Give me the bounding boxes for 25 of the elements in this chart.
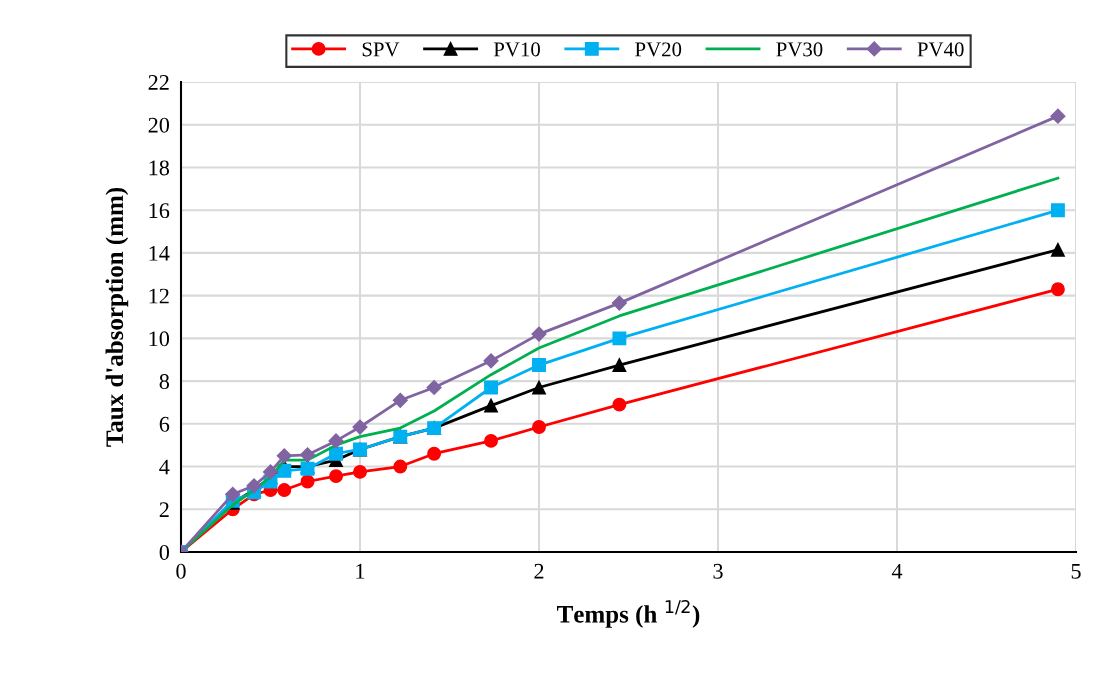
legend-label: PV30	[776, 42, 823, 57]
y-tick-label: 18	[149, 160, 170, 176]
y-tick-label: 2	[159, 502, 169, 517]
y-tick-label: 0	[159, 544, 170, 560]
y-axis-title: Taux d'absorption (mm)	[105, 187, 129, 447]
y-tick-label: 22	[148, 74, 169, 90]
y-tick-label: 14	[149, 245, 170, 261]
y-tick-label: 12	[149, 288, 169, 304]
y-tick-label: 20	[148, 117, 170, 133]
x-axis-title: Temps (h $^{1/2}$)	[557, 599, 700, 628]
y-tick-label: 16	[149, 203, 170, 219]
legend-label: PV10	[493, 42, 540, 57]
legend-label: PV20	[635, 42, 682, 57]
y-tick-label: 10	[149, 331, 170, 347]
x-tick-label: 4	[891, 563, 903, 579]
x-tick-label: 3	[713, 563, 723, 579]
y-tick-label: 4	[159, 459, 170, 475]
y-tick-label: 6	[159, 416, 170, 432]
x-tick-label: 1	[356, 563, 365, 579]
y-tick-label: 8	[159, 374, 170, 390]
legend-label: SPV	[362, 42, 400, 57]
x-tick-label: 2	[534, 563, 544, 579]
x-tick-label: 0	[176, 563, 186, 579]
legend-label: PV40	[917, 42, 964, 57]
x-tick-label: 5	[1071, 563, 1081, 579]
